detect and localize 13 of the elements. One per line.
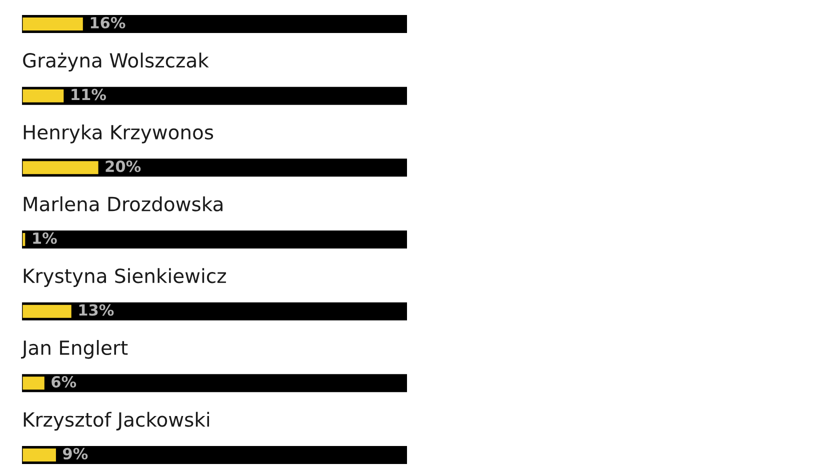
y-tick-label: Marlena Drozdowska xyxy=(24,196,222,212)
data-label: 13% xyxy=(79,304,114,316)
y-tick-label: Jan Englert xyxy=(20,340,128,359)
data-label: 9% xyxy=(62,448,88,460)
data-label: 11% xyxy=(72,88,106,100)
y-tick-label: Grażyna Wolszczak xyxy=(23,52,209,72)
data-label: 16% xyxy=(90,16,126,28)
data-label: 20% xyxy=(106,160,141,172)
y-tick-label: Krystyna Sienkiewicz xyxy=(24,268,226,287)
data-label: 6% xyxy=(52,376,76,388)
y-tick-label: Krzysztof Jackowski xyxy=(24,412,210,431)
y-tick-label: Henryka Krzywonos xyxy=(24,124,214,144)
data-label: 1% xyxy=(33,232,57,244)
